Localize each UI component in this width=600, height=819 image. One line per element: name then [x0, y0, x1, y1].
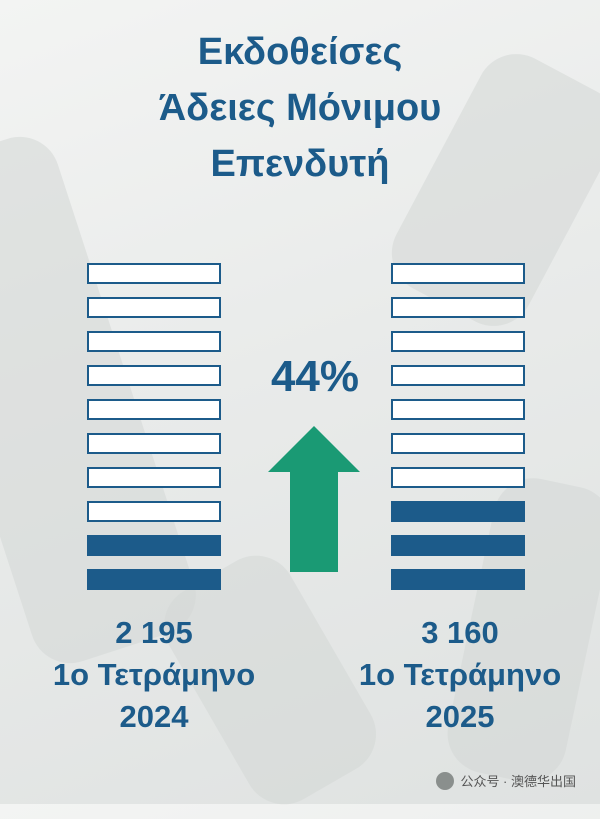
block-2024-1-filled — [87, 569, 221, 590]
block-2025-2-filled — [391, 535, 525, 556]
block-2025-3-filled — [391, 501, 525, 522]
block-2025-10-empty — [391, 263, 525, 284]
column-2025 — [391, 263, 525, 590]
value-label-2024: 2 195 — [115, 615, 193, 650]
block-2024-4-empty — [87, 467, 221, 488]
block-2025-7-empty — [391, 365, 525, 386]
block-2024-9-empty — [87, 297, 221, 318]
block-2024-7-empty — [87, 365, 221, 386]
title-line-2: Άδειες Μόνιμου — [158, 87, 442, 129]
page-title: Εκδοθείσες Άδειες Μόνιμου Επενδυτή — [0, 24, 600, 192]
watermark-text: 公众号 · 澳德华出国 — [460, 774, 576, 789]
block-2024-2-filled — [87, 535, 221, 556]
value-label-2025: 3 160 — [421, 615, 499, 650]
block-2025-9-empty — [391, 297, 525, 318]
block-2025-4-empty — [391, 467, 525, 488]
block-2025-8-empty — [391, 331, 525, 352]
column-2024 — [87, 263, 221, 590]
wechat-icon — [436, 771, 455, 790]
block-2024-8-empty — [87, 331, 221, 352]
block-2024-6-empty — [87, 399, 221, 420]
block-2025-6-empty — [391, 399, 525, 420]
caption-2025: 3 160 1ο Τετράμηνο 2025 — [310, 612, 600, 738]
block-2024-10-empty — [87, 263, 221, 284]
block-2024-5-empty — [87, 433, 221, 454]
title-line-1: Εκδοθείσες — [197, 31, 403, 73]
year-label-2025: 2025 — [425, 699, 495, 734]
block-2025-1-filled — [391, 569, 525, 590]
year-label-2024: 2024 — [119, 699, 189, 734]
up-arrow-icon — [268, 426, 360, 572]
change-percentage: 44% — [270, 352, 360, 401]
period-label-2025: 1ο Τετράμηνο — [358, 657, 562, 692]
block-2025-5-empty — [391, 433, 525, 454]
block-2024-3-empty — [87, 501, 221, 522]
caption-2024: 2 195 1ο Τετράμηνο 2024 — [4, 612, 304, 738]
title-line-3: Επενδυτή — [210, 143, 390, 185]
period-label-2024: 1ο Τετράμηνο — [52, 657, 256, 692]
watermark: 公众号 · 澳德华出国 — [436, 771, 576, 790]
